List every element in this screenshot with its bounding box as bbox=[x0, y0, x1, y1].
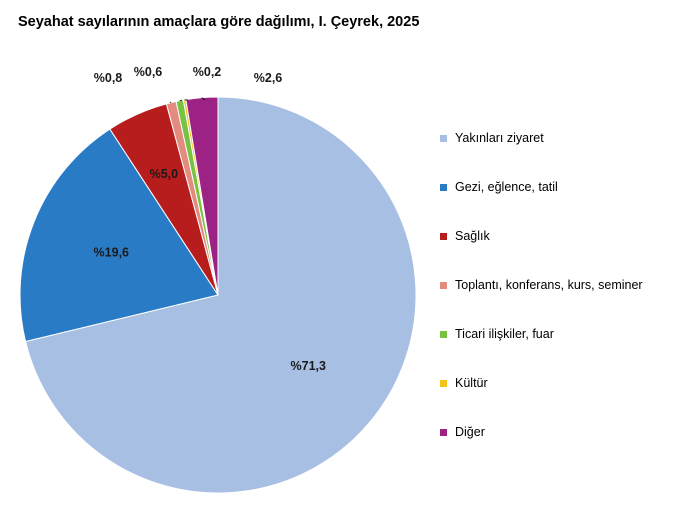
legend-swatch bbox=[440, 184, 447, 191]
data-label: %0,2 bbox=[193, 65, 222, 79]
legend-label: Ticari ilişkiler, fuar bbox=[455, 327, 554, 341]
pie-slice bbox=[24, 96, 417, 494]
data-label: %0,8 bbox=[94, 71, 123, 85]
legend-label: Sağlık bbox=[455, 229, 490, 243]
leader-line bbox=[201, 97, 206, 101]
legend-swatch bbox=[440, 282, 447, 289]
legend-label: Diğer bbox=[455, 425, 485, 439]
data-label: %5,0 bbox=[150, 167, 179, 181]
legend-swatch bbox=[440, 135, 447, 142]
data-label: %71,3 bbox=[291, 359, 326, 373]
data-label: %2,6 bbox=[254, 71, 283, 85]
legend-swatch bbox=[440, 380, 447, 387]
legend-swatch bbox=[440, 429, 447, 436]
legend-swatch bbox=[440, 331, 447, 338]
legend-swatch bbox=[440, 233, 447, 240]
pie-slice bbox=[19, 128, 219, 343]
legend-label: Kültür bbox=[455, 376, 488, 390]
leader-line bbox=[169, 101, 172, 103]
chart-title: Seyahat sayılarının amaçlara göre dağılı… bbox=[18, 14, 420, 30]
legend-label: Gezi, eğlence, tatil bbox=[455, 180, 558, 194]
leader-line bbox=[179, 99, 183, 102]
legend-label: Toplantı, konferans, kurs, seminer bbox=[455, 278, 643, 292]
legend-label: Yakınları ziyaret bbox=[455, 131, 544, 145]
data-label: %0,6 bbox=[134, 65, 163, 79]
data-label: %19,6 bbox=[94, 246, 129, 260]
